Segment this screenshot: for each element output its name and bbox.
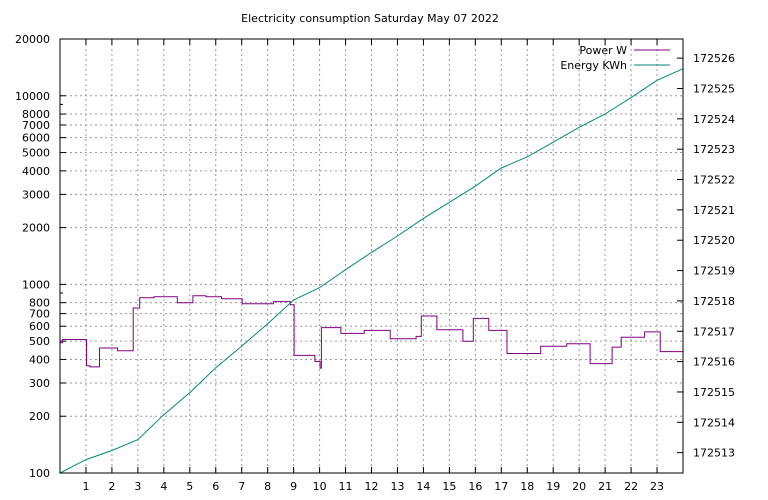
- grid: [60, 39, 683, 473]
- x-tick-label: 8: [264, 480, 271, 493]
- y2-tick-label: 172513: [693, 447, 735, 460]
- y2-tick-label: 172526: [693, 52, 735, 65]
- y2-tick-label: 172519: [693, 265, 735, 278]
- series-line-energy: [59, 68, 684, 474]
- x-tick-label: 12: [365, 480, 379, 493]
- y2-tick-label: 172524: [693, 113, 735, 126]
- y-tick-label: 4000: [22, 165, 50, 178]
- y-tick-label: 500: [29, 335, 50, 348]
- legend-label: Power W: [579, 44, 627, 57]
- x-tick-label: 16: [468, 480, 482, 493]
- x-tick-label: 4: [160, 480, 167, 493]
- axes: 1 2 3 4 5 6 7 8 9 10 11 12 13 14 15 16 17 18 19 20 21 22 23100…: [15, 33, 735, 493]
- chart-title: Electricity consumption Saturday May 07 …: [241, 12, 499, 25]
- y-tick-label: 10000: [15, 90, 50, 103]
- y2-tick-label: 172521: [693, 204, 735, 217]
- legend-label: Energy KWh: [560, 59, 627, 72]
- x-tick-label: 18: [520, 480, 534, 493]
- series-group: [59, 68, 684, 474]
- y-tick-label: 600: [29, 320, 50, 333]
- x-tick-label: 11: [339, 480, 353, 493]
- y-tick-label: 300: [29, 377, 50, 390]
- x-tick-label: 14: [416, 480, 430, 493]
- x-tick-label: 1: [82, 480, 89, 493]
- x-tick-label: 22: [624, 480, 638, 493]
- x-tick-label: 20: [572, 480, 586, 493]
- x-tick-label: 3: [134, 480, 141, 493]
- x-tick-label: 19: [546, 480, 560, 493]
- y2-tick-label: 172520: [693, 234, 735, 247]
- x-tick-label: 21: [598, 480, 612, 493]
- x-tick-label: 17: [494, 480, 508, 493]
- y-tick-label: 200: [29, 410, 50, 423]
- x-tick-label: 15: [442, 480, 456, 493]
- y-tick-label: 20000: [15, 33, 50, 46]
- x-tick-label: 7: [238, 480, 245, 493]
- x-tick-label: 6: [212, 480, 219, 493]
- y-tick-label: 2000: [22, 222, 50, 235]
- y2-tick-label: 172514: [693, 416, 735, 429]
- y2-tick-label: 172522: [693, 174, 735, 187]
- y-tick-label: 7000: [22, 119, 50, 132]
- y2-tick-label: 172525: [693, 82, 735, 95]
- y-tick-label: 5000: [22, 147, 50, 160]
- y2-tick-label: 172518: [693, 295, 735, 308]
- plot-frame: [59, 38, 684, 474]
- y-tick-label: 1000: [22, 278, 50, 291]
- y2-tick-label: 172515: [693, 386, 735, 399]
- y2-tick-label: 172523: [693, 143, 735, 156]
- x-tick-label: 23: [650, 480, 664, 493]
- series-line-power: [60, 295, 683, 369]
- y-tick-label: 8000: [22, 108, 50, 121]
- x-tick-label: 10: [313, 480, 327, 493]
- legend: Power W Energy KWh: [560, 44, 670, 72]
- x-tick-label: 13: [390, 480, 404, 493]
- y-tick-label: 100: [29, 467, 50, 480]
- x-tick-label: 5: [186, 480, 193, 493]
- y-tick-label: 3000: [22, 188, 50, 201]
- y-tick-label: 400: [29, 353, 50, 366]
- y2-tick-label: 172517: [693, 325, 735, 338]
- x-tick-label: 9: [290, 480, 297, 493]
- y-tick-label: 800: [29, 297, 50, 310]
- y-tick-label: 6000: [22, 132, 50, 145]
- y2-tick-label: 172516: [693, 356, 735, 369]
- y-tick-label: 700: [29, 308, 50, 321]
- x-tick-label: 2: [108, 480, 115, 493]
